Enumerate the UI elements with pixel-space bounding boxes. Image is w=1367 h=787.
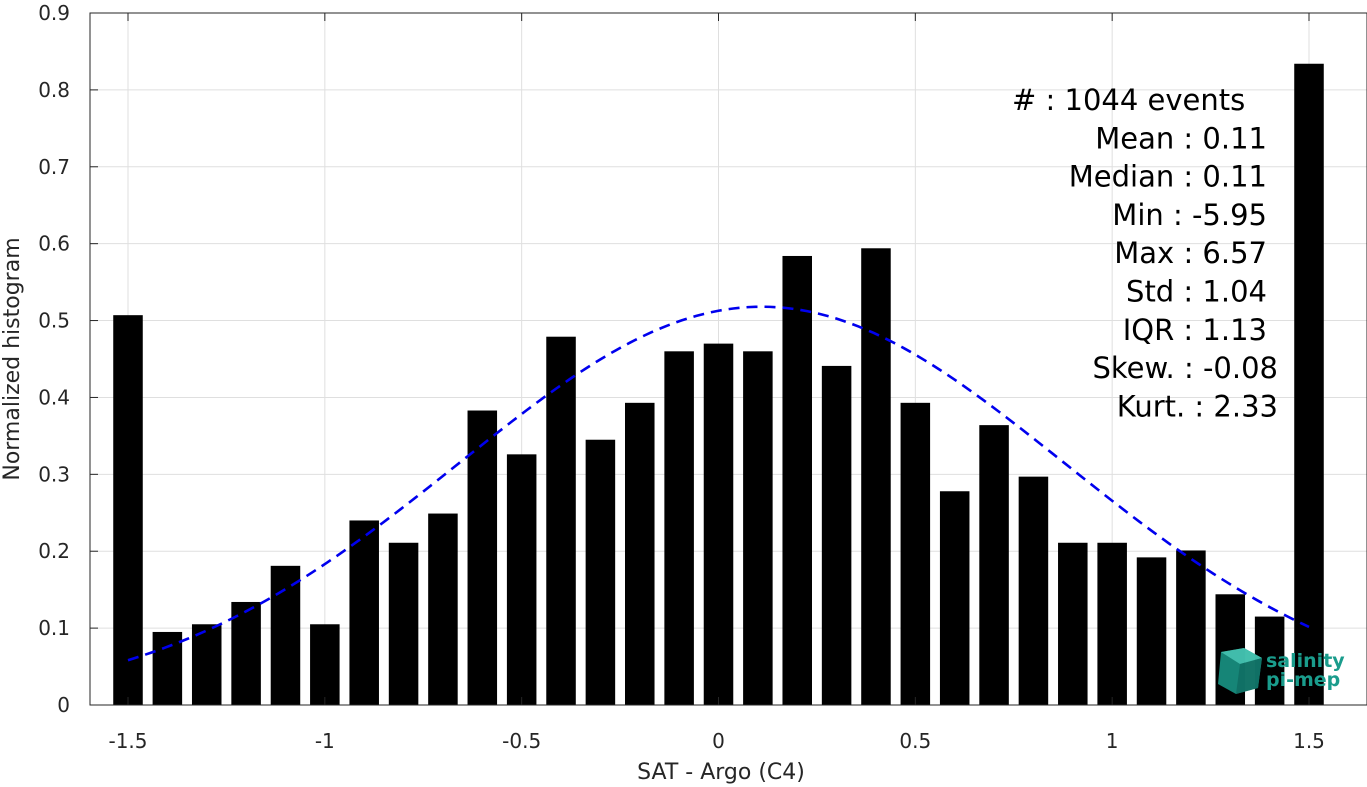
y-axis-title: Normalized histogram [0,237,25,480]
histogram-bar [270,565,301,705]
histogram-bar [821,365,852,705]
y-tick-label: 0.3 [38,462,70,486]
histogram-bar [152,631,183,705]
stats-line: Std : 1.04 [1126,275,1267,309]
stats-line: Median : 0.11 [1069,160,1267,194]
x-tick-label: 0.5 [899,729,931,753]
y-tick-label: 0.4 [38,385,70,409]
x-tick-label: 1.5 [1293,729,1325,753]
y-tick-label: 0.1 [38,616,70,640]
histogram-bar [939,491,970,705]
x-tick-label: -0.5 [502,729,541,753]
histogram-bar [1058,542,1088,705]
stats-box: # : 1044 events Mean : 0.11 Median : 0.11 M… [1012,83,1278,423]
y-tick-label: 0 [57,693,70,717]
histogram-bar [979,425,1009,705]
x-tick-labels: -1.5 -1 -0.5 0 0.5 1 1.5 [108,729,1324,753]
stats-line: # : 1044 events [1012,83,1245,117]
stats-line: IQR : 1.13 [1123,313,1267,347]
histogram-bar [625,402,655,705]
stats-line: Min : -5.95 [1112,198,1267,232]
x-tick-label: 1 [1106,729,1119,753]
salinity-pi-mep-logo: salinity pi-mep [1218,648,1345,694]
histogram-bar [546,336,576,705]
histogram-bar [1294,63,1324,706]
histogram-bar [428,513,458,705]
histogram-bar [1176,550,1206,705]
histogram-bar [349,520,379,705]
y-tick-labels: 0 0.1 0.2 0.3 0.4 0.5 0.6 0.7 0.8 0.9 [38,1,70,717]
stats-line: Mean : 0.11 [1095,121,1267,155]
x-axis-title: SAT - Argo (C4) [637,760,805,785]
histogram-bar [861,248,891,705]
histogram-bar [585,439,616,705]
x-tick-label: -1.5 [108,729,147,753]
y-tick-label: 0.2 [38,539,70,563]
histogram-bar [900,402,931,705]
histogram-bar [506,454,537,705]
y-tick-label: 0.7 [38,155,70,179]
logo-text-line2: pi-mep [1266,669,1340,691]
y-tick-label: 0.8 [38,78,70,102]
logo-text-line1: salinity [1266,650,1345,672]
stats-line: Kurt. : 2.33 [1117,389,1278,423]
x-tick-label: -1 [315,729,335,753]
histogram-bar [310,624,340,705]
y-tick-label: 0.9 [38,1,70,25]
histogram-bar [743,351,773,705]
histogram-bar [467,410,498,705]
histogram-bar [1097,542,1127,705]
histogram-bar [388,542,419,705]
bars-layer [113,63,1324,706]
histogram-bar [231,601,261,705]
histogram-bar [664,351,694,705]
histogram-bar [191,624,222,705]
histogram-bar [113,315,143,705]
stats-line: Skew. : -0.08 [1092,351,1278,385]
ticks-layer [90,12,1310,706]
stats-line: Max : 6.57 [1114,236,1267,270]
histogram-bar [1018,476,1049,705]
histogram-bar [1136,557,1167,705]
y-tick-label: 0.5 [38,309,70,333]
histogram-bar [782,255,812,706]
gaussian-fit-curve [127,305,1310,662]
x-tick-label: 0 [712,729,725,753]
y-tick-label: 0.6 [38,232,70,256]
plot-frame [89,12,1367,706]
histogram-bar [703,343,734,705]
